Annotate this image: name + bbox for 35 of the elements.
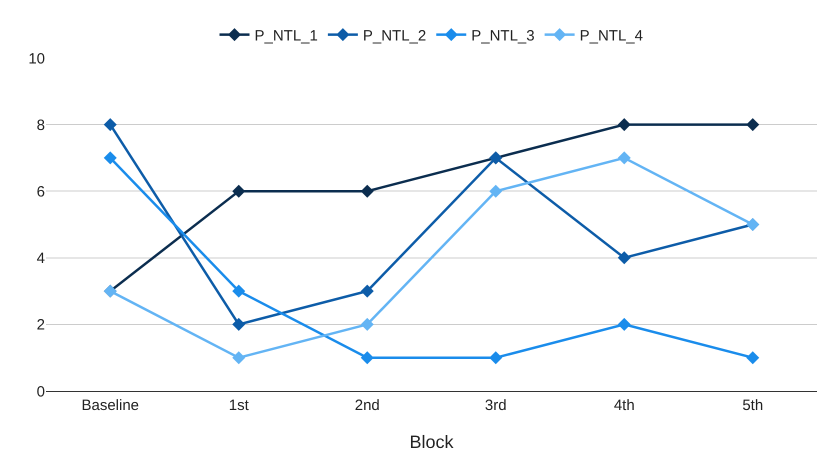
x-tick-label: 4th <box>614 397 635 414</box>
y-tick-label: 2 <box>36 316 45 334</box>
point <box>232 184 246 198</box>
point <box>489 351 502 364</box>
y-tick-label: 0 <box>36 383 45 400</box>
point <box>360 284 374 298</box>
legend-label: P_NTL_3 <box>471 27 535 44</box>
point <box>746 118 760 132</box>
y-tick-label: 4 <box>36 250 45 268</box>
legend-label: P_NTL_1 <box>254 27 318 44</box>
x-tick-label: 1st <box>228 397 250 414</box>
point <box>618 118 631 132</box>
y-tick-label: 6 <box>36 183 45 200</box>
x-tick-label: 2nd <box>354 397 380 414</box>
point <box>746 351 760 364</box>
point <box>232 318 246 331</box>
x-tick-label: Baseline <box>81 397 140 414</box>
point <box>618 151 631 164</box>
x-axis-title: Block <box>409 432 455 452</box>
legend-label: P_NTL_2 <box>362 27 426 44</box>
point <box>360 184 374 198</box>
point <box>104 118 117 132</box>
y-tick-label: 8 <box>36 116 45 134</box>
point <box>360 318 374 331</box>
point <box>489 184 502 198</box>
point <box>360 351 374 364</box>
point <box>618 318 631 331</box>
point <box>232 351 246 364</box>
point <box>618 251 631 264</box>
point <box>104 151 117 164</box>
y-tick-label: 10 <box>28 50 45 68</box>
point <box>232 284 246 298</box>
x-tick-label: 5th <box>742 397 764 414</box>
legend-label: P_NTL_4 <box>580 27 643 44</box>
x-tick-label: 3rd <box>484 397 507 414</box>
